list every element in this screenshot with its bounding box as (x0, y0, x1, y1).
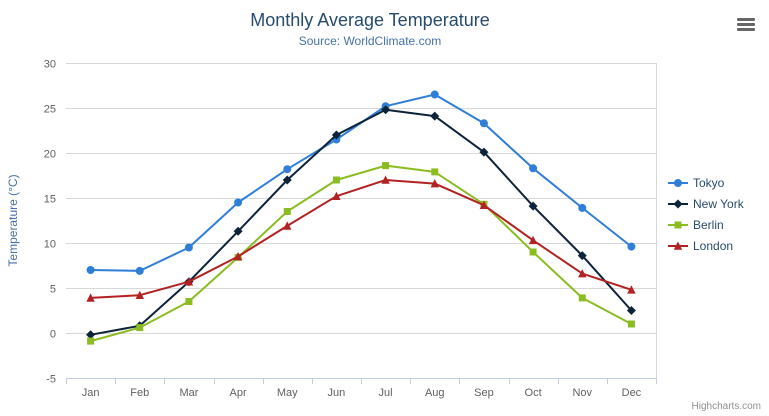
chart-subtitle: Source: WorldClimate.com (298, 34, 442, 48)
series-london[interactable] (86, 175, 636, 302)
x-axis (66, 378, 657, 384)
x-axis-labels: Jan Feb Mar Apr May Jun Jul Aug Sep Oct Nov Dec (82, 387, 642, 399)
chart-title: Monthly Average Temperature (250, 10, 490, 30)
y-gridlines (66, 63, 656, 379)
y-axis-tick-label: 15 (44, 194, 56, 206)
legend-label: Berlin (693, 218, 724, 232)
x-axis-tick-label: Jan (82, 387, 100, 399)
x-axis-tick-label: Mar (179, 387, 198, 399)
y-axis-tick-label: 0 (50, 329, 56, 341)
series-tokyo[interactable] (86, 90, 636, 275)
y-axis-tick-label: 10 (44, 239, 56, 251)
credits-link[interactable]: Highcharts.com (691, 401, 761, 412)
x-axis-tick-label: Aug (425, 387, 445, 399)
y-axis-tick-label: 25 (44, 104, 56, 116)
legend-item-berlin[interactable]: Berlin (668, 218, 744, 232)
legend-label: Tokyo (693, 176, 725, 190)
legend-label: London (693, 239, 734, 253)
x-axis-tick-label: Dec (622, 387, 642, 399)
triangle-marker-icon (668, 241, 688, 250)
hamburger-menu-button[interactable] (733, 13, 759, 35)
y-axis-tick-label: 30 (44, 59, 56, 71)
legend-label: New York (693, 197, 744, 211)
legend-item-london[interactable]: London (668, 239, 744, 253)
y-axis-tick-label: 5 (50, 284, 56, 296)
x-axis-tick-label: Feb (130, 387, 149, 399)
circle-marker-icon (668, 179, 688, 187)
y-axis-tick-label: -5 (46, 374, 56, 386)
y-axis-labels: -5 0 5 10 15 20 25 30 (44, 59, 56, 386)
legend-item-tokyo[interactable]: Tokyo (668, 176, 744, 190)
y-axis-tick-label: 20 (44, 149, 56, 161)
x-axis-tick-label: Jun (328, 387, 346, 399)
x-axis-tick-label: Apr (230, 387, 247, 399)
legend-item-new-york[interactable]: New York (668, 197, 744, 211)
legend: Tokyo New York Berlin London (668, 176, 744, 253)
hamburger-icon-bar (737, 23, 755, 26)
x-axis-tick-label: Nov (572, 387, 592, 399)
hamburger-icon-bar (737, 28, 755, 31)
series-new-york[interactable] (86, 105, 636, 340)
square-marker-icon (668, 221, 688, 229)
x-axis-tick-label: May (277, 387, 298, 399)
hamburger-icon-bar (737, 18, 755, 21)
x-axis-tick-label: Oct (525, 387, 542, 399)
diamond-marker-icon (668, 199, 688, 209)
y-axis-title: Temperature (°C) (6, 174, 20, 266)
x-axis-tick-label: Sep (474, 387, 494, 399)
x-axis-tick-label: Jul (379, 387, 393, 399)
